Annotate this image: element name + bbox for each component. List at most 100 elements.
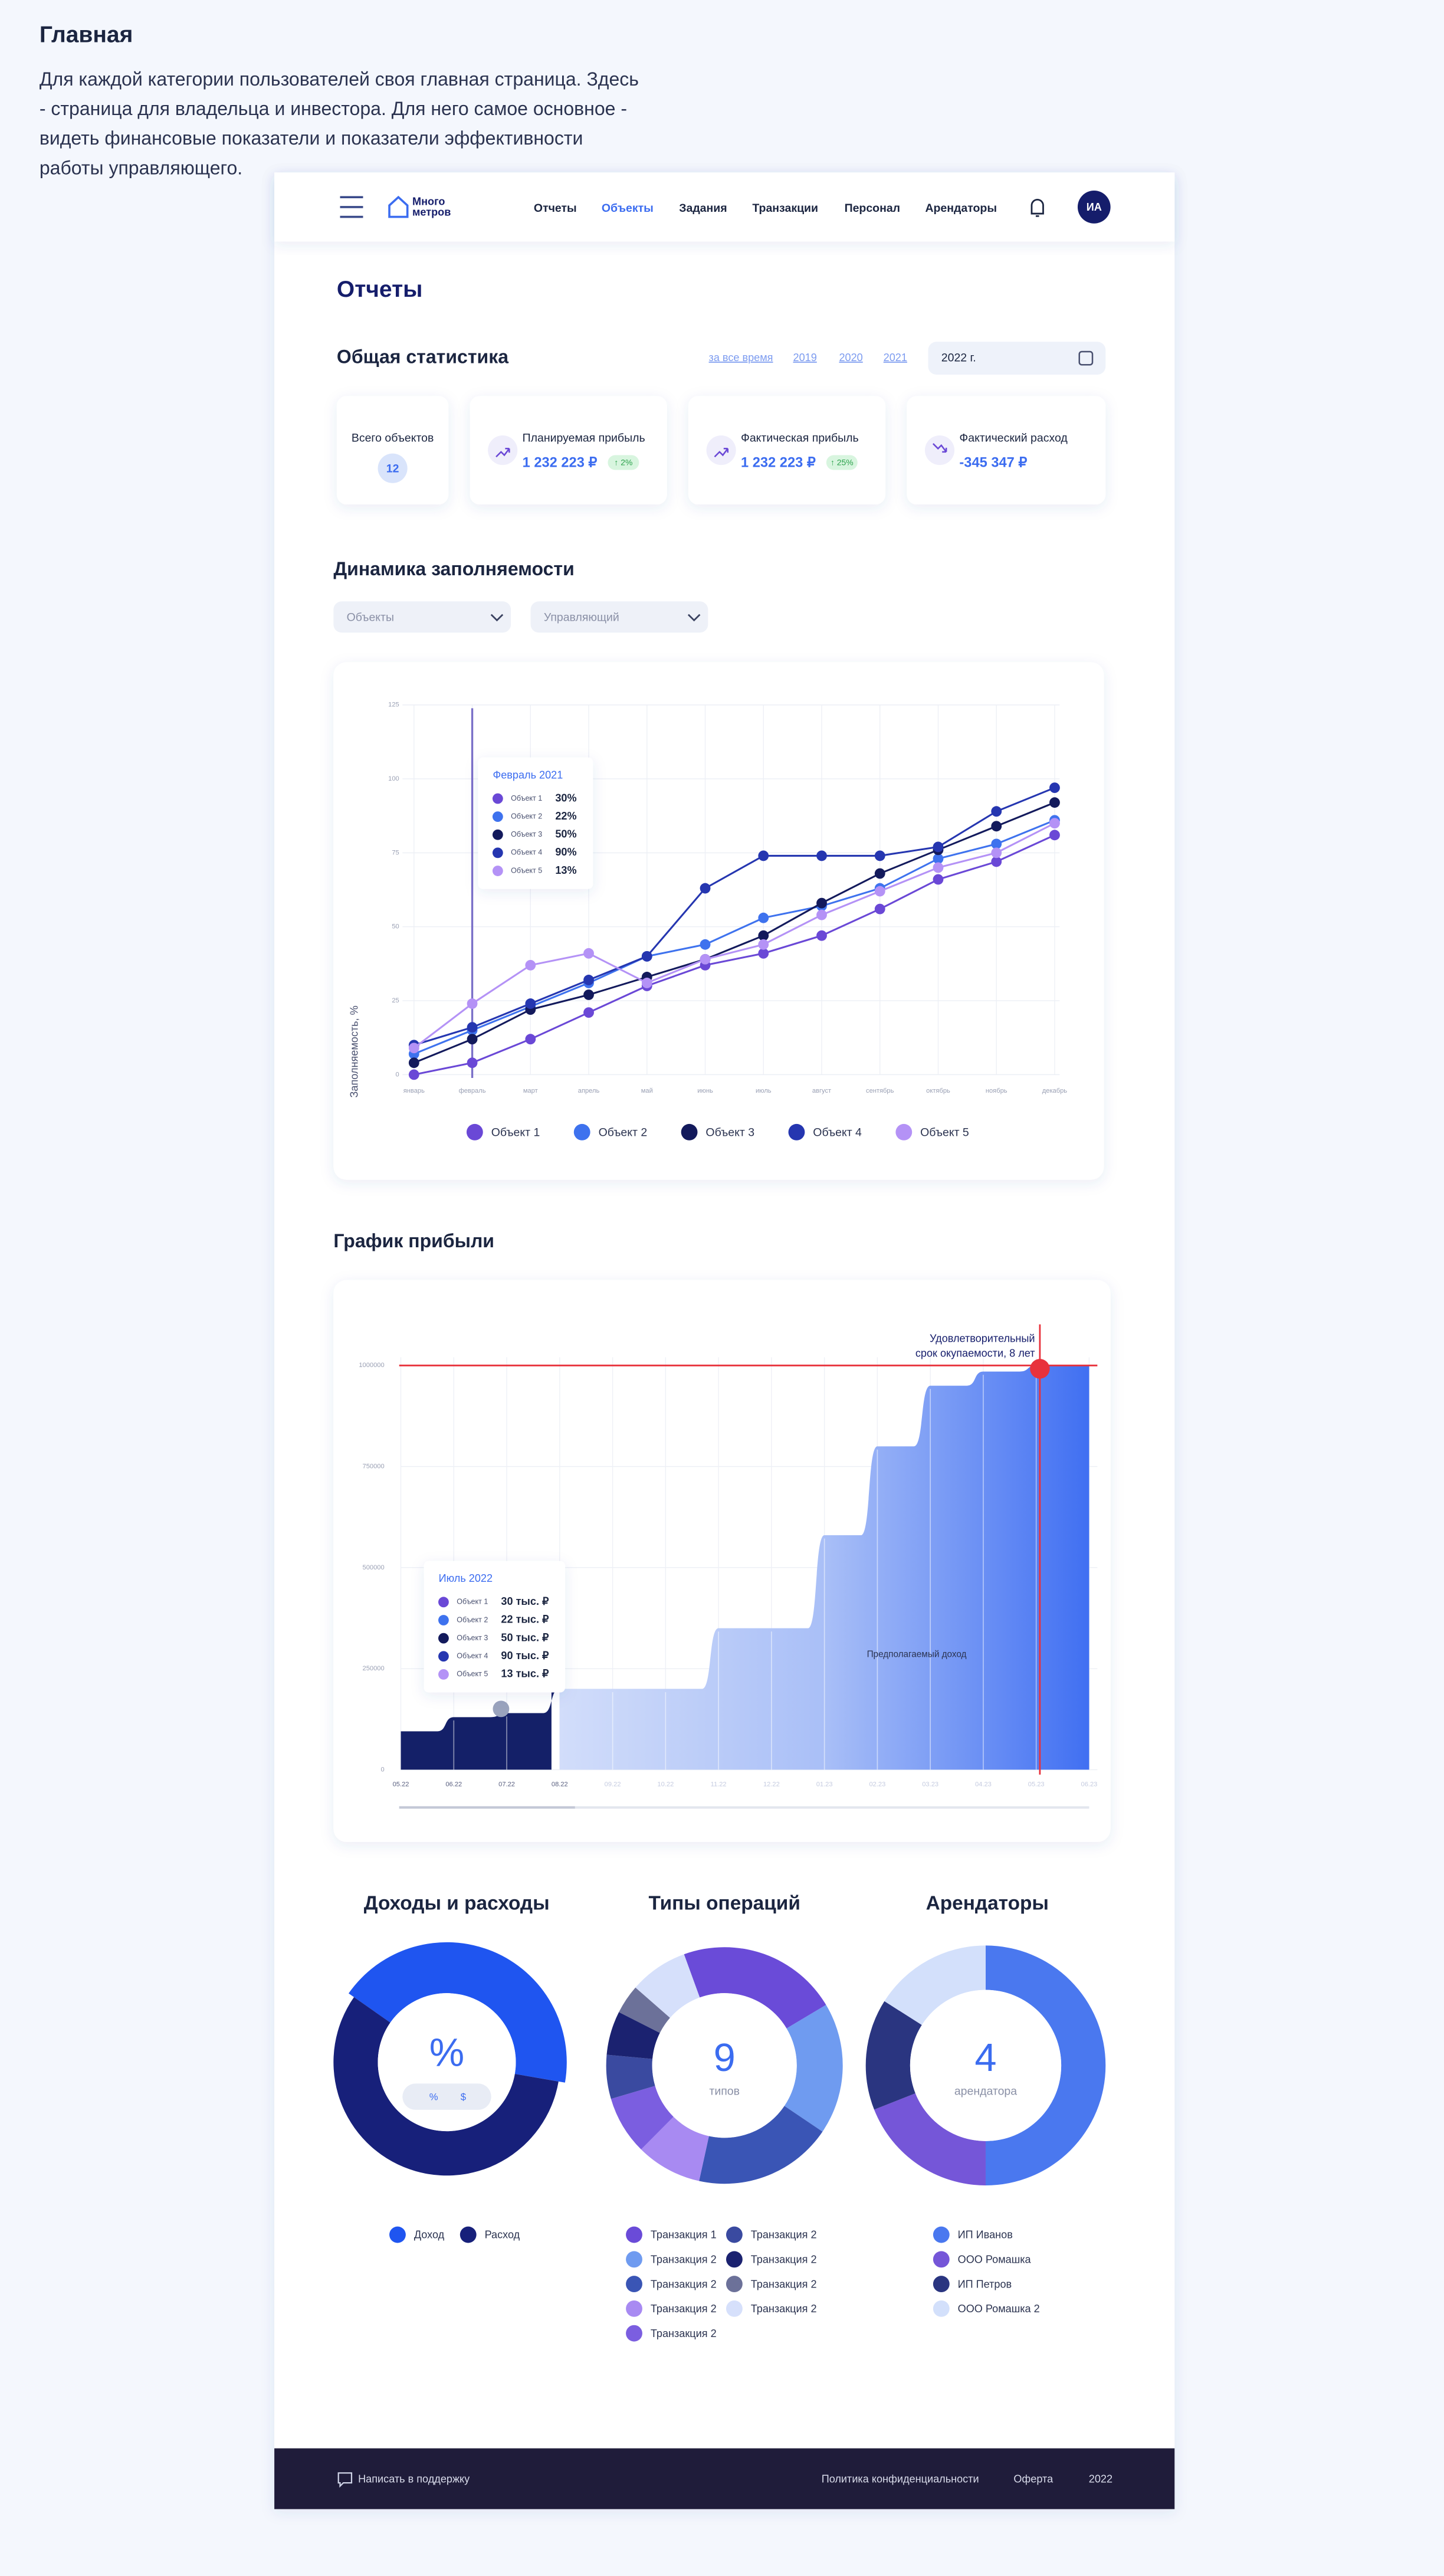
x-tick-label: август	[812, 1087, 831, 1094]
legend-swatch	[466, 1123, 483, 1140]
donut-segment	[611, 2086, 674, 2149]
chevron	[490, 614, 504, 622]
date-select-value[interactable]: 2022 г.	[941, 351, 976, 364]
nav-item[interactable]: Задания	[679, 202, 727, 215]
donut-segment	[619, 1987, 670, 2033]
period-filter[interactable]: за все время	[709, 352, 773, 363]
legend-label: Объект 1	[491, 1126, 540, 1139]
tooltip-value: 50%	[555, 828, 576, 840]
period-filter[interactable]: 2020	[839, 352, 862, 363]
legend-swatch	[460, 2226, 477, 2243]
donut-segment	[348, 1942, 567, 2083]
description-line: - страница для владельца и инвестора. Дл…	[40, 98, 627, 119]
avatar-initials[interactable]: ИА	[1087, 201, 1102, 213]
y-tick-label: 1000000	[359, 1362, 384, 1369]
x-tick-label: 08.22	[552, 1781, 568, 1788]
stat-icon	[488, 435, 518, 466]
calendar-icon	[1078, 350, 1094, 366]
period-filter[interactable]: 2019	[793, 352, 817, 363]
footer-link[interactable]: Написать в поддержку	[358, 2473, 470, 2485]
tooltip-name: Объект 2	[457, 1615, 488, 1624]
logo-text: метров	[412, 206, 451, 218]
footer-link[interactable]: Оферта	[1013, 2473, 1054, 2485]
x-tick-label: февраль	[459, 1087, 486, 1094]
legend-swatch	[681, 1123, 698, 1140]
x-tick-label: апрель	[578, 1087, 600, 1094]
threshold-label: Удовлетворительный	[930, 1333, 1035, 1345]
legend-swatch	[626, 2325, 642, 2342]
series-area	[401, 1689, 560, 1770]
x-tick-label: октябрь	[926, 1087, 950, 1094]
x-tick-label: декабрь	[1042, 1087, 1068, 1094]
donut-segment	[635, 1954, 700, 2018]
footer-link[interactable]: Политика конфиденциальности	[822, 2473, 979, 2485]
nav-item[interactable]: Персонал	[845, 202, 900, 215]
data-point	[467, 1022, 478, 1033]
y-tick-label: 0	[396, 1071, 399, 1078]
legend-label: Транзакция 1	[651, 2229, 717, 2241]
bell-icon[interactable]	[1031, 198, 1044, 217]
data-point	[758, 912, 769, 923]
tooltip-dot	[492, 829, 503, 840]
chevron	[687, 614, 701, 622]
legend-label: Транзакция 2	[751, 2254, 817, 2266]
data-point	[758, 939, 769, 950]
filter-select[interactable]	[333, 601, 511, 633]
donut-segment	[865, 2001, 922, 2110]
description-line: работы управляющего.	[40, 157, 242, 178]
page-title: Отчеты	[337, 277, 423, 302]
stat-icon-arrow	[932, 443, 947, 453]
data-point	[874, 850, 885, 861]
stat-value: 12	[386, 462, 399, 475]
y-tick-label: 25	[392, 997, 399, 1004]
toggle-option[interactable]: %	[429, 2091, 438, 2102]
avatar[interactable]	[1077, 191, 1111, 224]
legend-swatch	[726, 2276, 743, 2293]
tooltip-value: 90%	[555, 846, 576, 858]
stat-label: Планируемая прибыль	[523, 432, 645, 445]
filter-select-label[interactable]: Объекты	[347, 611, 394, 624]
date-select[interactable]	[928, 342, 1106, 375]
data-point	[641, 951, 652, 962]
legend-swatch	[626, 2226, 642, 2243]
nav-item[interactable]: Отчеты	[534, 202, 577, 215]
tooltip	[424, 1561, 566, 1693]
nav-item[interactable]: Арендаторы	[925, 202, 997, 215]
legend-label: ООО Ромашка	[958, 2254, 1032, 2266]
tooltip-name: Объект 2	[511, 812, 542, 820]
threshold-label: срок окупаемости, 8 лет	[915, 1348, 1035, 1359]
data-point	[700, 883, 711, 894]
y-tick-label: 50	[392, 923, 399, 930]
toggle[interactable]	[402, 2083, 491, 2110]
data-point	[525, 959, 536, 971]
y-tick-label: 250000	[363, 1665, 385, 1672]
toggle-option[interactable]: $	[461, 2091, 467, 2102]
nav-item[interactable]: Транзакции	[752, 202, 818, 215]
tooltip-name: Объект 5	[457, 1670, 488, 1678]
support-icon	[337, 2472, 353, 2488]
stat-card	[336, 396, 449, 504]
period-filter[interactable]: 2021	[884, 352, 907, 363]
tooltip-value: 30 тыс. ₽	[501, 1595, 549, 1607]
legend-swatch	[573, 1123, 590, 1140]
filter-select-label[interactable]: Управляющий	[544, 611, 619, 624]
x-tick-label: 12.22	[763, 1781, 780, 1788]
data-point	[583, 989, 594, 1000]
stat-icon-arrow	[495, 448, 510, 458]
data-point	[874, 903, 885, 915]
x-tick-label: июнь	[697, 1087, 713, 1094]
data-point	[700, 939, 711, 950]
nav-item[interactable]: Объекты	[602, 202, 654, 215]
filter-select[interactable]	[530, 601, 708, 633]
data-point	[816, 930, 827, 941]
data-point	[933, 841, 944, 853]
tooltip-name: Объект 1	[457, 1598, 488, 1606]
x-tick-label: ноябрь	[986, 1087, 1007, 1094]
data-point	[933, 862, 944, 873]
stat-value: 1 232 223 ₽	[523, 455, 598, 471]
donut-center-value: %	[429, 2031, 464, 2075]
donut-segment	[641, 2116, 709, 2181]
legend-label: ИП Иванов	[958, 2229, 1013, 2241]
x-tick-label: март	[523, 1087, 538, 1094]
